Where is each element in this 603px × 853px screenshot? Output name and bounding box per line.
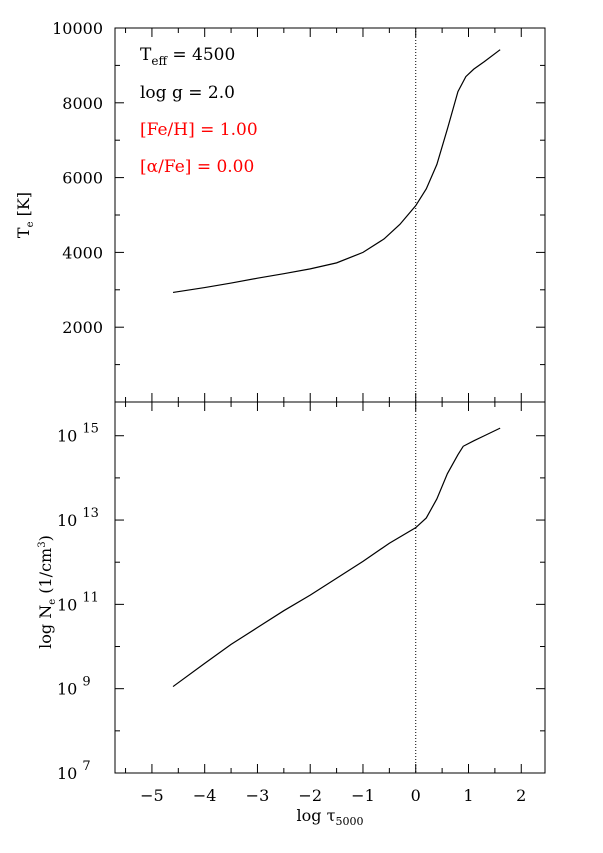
x-tick-label: −1: [351, 786, 375, 805]
top-y-tick-labels: 2000 4000 6000 8000 10000: [52, 19, 103, 337]
y-tick-label: 2000: [62, 318, 103, 337]
temperature-curve: [172, 49, 501, 294]
x-tick-label: −2: [298, 786, 322, 805]
bottom-ticks: [115, 402, 545, 773]
x-tick-label: 1: [463, 786, 473, 805]
bottom-plot-frame: [114, 401, 546, 774]
y-tick-label: 4000: [62, 243, 103, 262]
y-tick-label: 10 15: [57, 422, 99, 446]
x-axis-label: log τ5000: [297, 806, 364, 828]
y-tick-label: 8000: [62, 94, 103, 113]
bottom-y-axis-label: log Ne (1/cm3): [36, 535, 58, 649]
x-tick-label: −3: [246, 786, 270, 805]
annotation-teff: Teff = 4500: [140, 45, 235, 68]
temperature-panel: 2000 4000 6000 8000 10000 Te [K] Teff = 4500…: [14, 19, 546, 403]
annotation-feh: [Fe/H] = 1.00: [140, 120, 258, 140]
annotation-logg: log g = 2.0: [140, 83, 235, 103]
y-tick-label: 10 13: [57, 506, 99, 530]
stellar-parameters-legend: Teff = 4500 log g = 2.0 [Fe/H] = 1.00 [α…: [140, 45, 258, 177]
electron-density-curve: [172, 427, 501, 688]
y-tick-label: 6000: [62, 169, 103, 188]
x-tick-label: 2: [516, 786, 526, 805]
x-tick-label: −4: [193, 786, 217, 805]
y-tick-label: 10 7: [57, 759, 91, 783]
y-tick-label: 10000: [52, 19, 103, 38]
x-tick-label: −5: [140, 786, 164, 805]
bottom-x-tick-labels: −5 −4 −3 −2 −1 0 1 2: [140, 786, 526, 805]
top-y-axis-label: Te [K]: [14, 192, 36, 238]
y-tick-label: 10 11: [57, 590, 99, 614]
annotation-alpha-fe: [α/Fe] = 0.00: [140, 157, 254, 177]
y-tick-label: 10 9: [57, 675, 91, 699]
x-tick-label: 0: [411, 786, 421, 805]
